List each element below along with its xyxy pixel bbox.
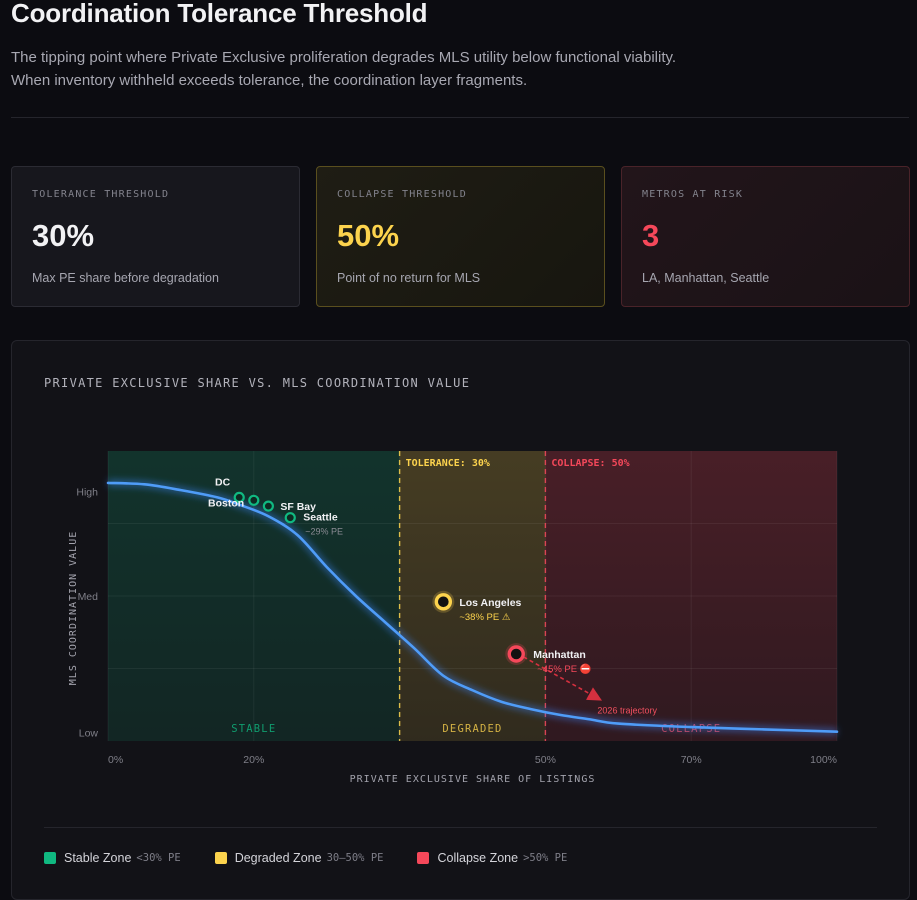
point-sub-manhattan: ~45% PE ⛔ xyxy=(537,663,592,675)
x-axis-label: PRIVATE EXCLUSIVE SHARE OF LISTINGS xyxy=(350,774,596,785)
legend-label: Collapse Zone xyxy=(437,851,519,865)
point-label-seattle: Seattle xyxy=(303,512,338,524)
chart-legend: Stable Zone <30% PE Degraded Zone 30–50% PE… xyxy=(44,851,567,865)
trajectory-label: 2026 trajectory xyxy=(597,706,657,716)
y-tick-label: Med xyxy=(78,591,99,603)
legend-label: Stable Zone xyxy=(64,851,132,865)
point-sub-los-angeles: ~38% PE ⚠ xyxy=(459,612,511,623)
x-tick-label: 100% xyxy=(810,754,837,766)
legend-range: >50% PE xyxy=(523,852,568,864)
point-seattle xyxy=(284,512,296,524)
card-description: Point of no return for MLS xyxy=(337,271,481,285)
legend-range: 30–50% PE xyxy=(326,852,384,864)
point-label-boston: Boston xyxy=(208,497,244,509)
point-dc xyxy=(233,491,245,503)
card-label: COLLAPSE THRESHOLD xyxy=(337,189,467,200)
collapse-threshold-card: COLLAPSE THRESHOLD 50% Point of no retur… xyxy=(316,166,605,307)
point-label-los-angeles: Los Angeles xyxy=(459,597,521,609)
legend-item-stable-zone: Stable Zone <30% PE xyxy=(44,851,181,865)
point-label-manhattan: Manhattan xyxy=(533,649,586,661)
y-tick-label: Low xyxy=(79,727,99,739)
point-label-dc: DC xyxy=(215,476,231,488)
x-tick-label: 20% xyxy=(243,754,264,766)
card-description: LA, Manhattan, Seattle xyxy=(642,271,770,285)
x-tick-label: 50% xyxy=(535,754,556,766)
card-value: 50% xyxy=(337,218,400,253)
metros-at-risk-card: METROS AT RISK 3 LA, Manhattan, Seattle xyxy=(621,166,910,307)
x-tick-label: 70% xyxy=(681,754,702,766)
legend-label: Degraded Zone xyxy=(234,851,322,865)
tolerance-threshold-card: TOLERANCE THRESHOLD 30% Max PE share bef… xyxy=(11,166,300,307)
legend-swatch xyxy=(417,852,430,864)
legend-item-collapse-zone: Collapse Zone >50% PE xyxy=(417,851,567,865)
page-subtitle: The tipping point where Private Exclusiv… xyxy=(11,46,891,92)
legend-item-degraded-zone: Degraded Zone 30–50% PE xyxy=(214,851,384,865)
point-sf-bay xyxy=(262,500,274,512)
legend-swatch xyxy=(44,852,56,864)
curve-line xyxy=(106,481,839,734)
card-label: METROS AT RISK xyxy=(642,189,744,200)
card-label: TOLERANCE THRESHOLD xyxy=(32,189,170,200)
point-los-angeles xyxy=(434,593,453,611)
zone-label-stable: STABLE xyxy=(231,723,276,735)
point-sub-seattle: ~29% PE xyxy=(305,527,343,537)
tolerance-threshold-label: TOLERANCE: 30% xyxy=(406,458,490,469)
subtitle-line-2: When inventory withheld exceeds toleranc… xyxy=(11,72,528,89)
card-value: 3 xyxy=(642,218,660,253)
chart: TOLERANCE: 30% COLLAPSE: 50% STABLE DEGRADE… xyxy=(68,451,839,785)
chart-title: PRIVATE EXCLUSIVE SHARE VS. MLS COORDINA… xyxy=(44,376,471,390)
card-value: 30% xyxy=(32,218,95,253)
x-tick-label: 0% xyxy=(108,754,123,766)
subtitle-line-1: The tipping point where Private Exclusiv… xyxy=(11,49,677,66)
zone-label-degraded: DEGRADED xyxy=(442,723,502,735)
point-label-sf-bay: SF Bay xyxy=(280,501,316,513)
card-description: Max PE share before degradation xyxy=(32,271,219,285)
point-manhattan xyxy=(507,645,525,663)
legend-swatch xyxy=(214,852,227,864)
y-axis-label: MLS COORDINATION VALUE xyxy=(68,531,79,685)
legend-divider xyxy=(44,827,877,828)
y-tick-label: High xyxy=(76,487,98,499)
page-title: Coordination Tolerance Threshold xyxy=(11,0,428,28)
point-boston xyxy=(248,494,260,506)
header-divider xyxy=(11,117,909,118)
collapse-threshold-label: COLLAPSE: 50% xyxy=(551,458,629,469)
legend-range: <30% PE xyxy=(136,852,181,864)
chart-panel: PRIVATE EXCLUSIVE SHARE VS. MLS COORDINA… xyxy=(11,340,910,900)
